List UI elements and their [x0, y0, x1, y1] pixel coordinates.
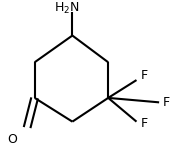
Text: F: F	[140, 69, 147, 82]
Text: F: F	[140, 117, 147, 130]
Text: F: F	[163, 96, 170, 109]
Text: H$_2$N: H$_2$N	[54, 1, 79, 16]
Text: O: O	[7, 133, 17, 146]
